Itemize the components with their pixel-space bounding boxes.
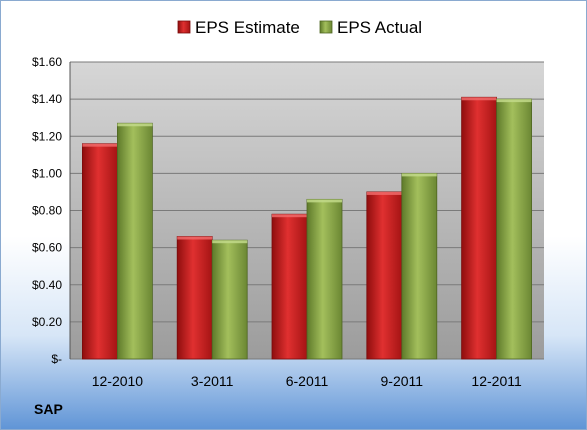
bars	[82, 96, 533, 360]
bar-eps-estimate	[366, 191, 403, 360]
legend: EPS Estimate EPS Actual	[177, 18, 422, 37]
bar-top-highlight	[401, 173, 437, 177]
legend-swatch	[177, 20, 191, 34]
bar-eps-actual	[496, 98, 533, 360]
bar-top-highlight	[212, 240, 248, 244]
legend-label: EPS Estimate	[195, 18, 300, 37]
bar-top-highlight	[177, 236, 213, 240]
bar-eps-estimate	[271, 213, 308, 360]
x-tick-label: 9-2011	[381, 373, 424, 389]
company-label: SAP	[34, 401, 63, 417]
bar-eps-estimate	[176, 236, 213, 360]
bar-eps-estimate	[82, 143, 118, 360]
bar-top-highlight	[366, 191, 402, 195]
bar-eps-estimate	[461, 96, 498, 360]
y-tick-label: $1.60	[32, 55, 62, 69]
y-tick-label: $1.00	[32, 166, 62, 180]
y-axis-ticks: $- $0.20 $0.40 $0.60 $0.80 $1.00 $1.20 $1.40 $1.…	[32, 55, 62, 366]
legend-swatch	[319, 20, 333, 34]
y-tick-label: $0.80	[32, 204, 62, 218]
y-tick-label: $0.40	[32, 278, 62, 292]
bar-eps-actual	[401, 172, 438, 360]
bar-top-highlight	[272, 214, 307, 218]
y-tick-label: $-	[51, 352, 62, 366]
y-tick-label: $0.20	[32, 315, 62, 329]
x-tick-label: 12-2010	[92, 373, 144, 389]
bar-eps-actual	[211, 239, 248, 360]
x-axis-ticks: 12-2010 3-2011 6-2011 9-2011 12-2011	[92, 373, 522, 389]
y-tick-label: $0.60	[32, 241, 62, 255]
bar-top-highlight	[117, 123, 153, 127]
y-tick-label: $1.20	[32, 129, 62, 143]
x-tick-label: 12-2011	[471, 373, 522, 389]
bar-eps-actual	[306, 198, 343, 360]
bar-top-highlight	[496, 99, 532, 103]
bar-top-highlight	[461, 97, 497, 101]
x-tick-label: 3-2011	[191, 373, 234, 389]
bar-top-highlight	[82, 143, 118, 147]
bar-top-highlight	[307, 199, 342, 203]
bar-eps-actual	[117, 122, 153, 360]
y-tick-label: $1.40	[32, 92, 62, 106]
x-tick-label: 6-2011	[286, 373, 329, 389]
legend-label: EPS Actual	[337, 18, 422, 37]
